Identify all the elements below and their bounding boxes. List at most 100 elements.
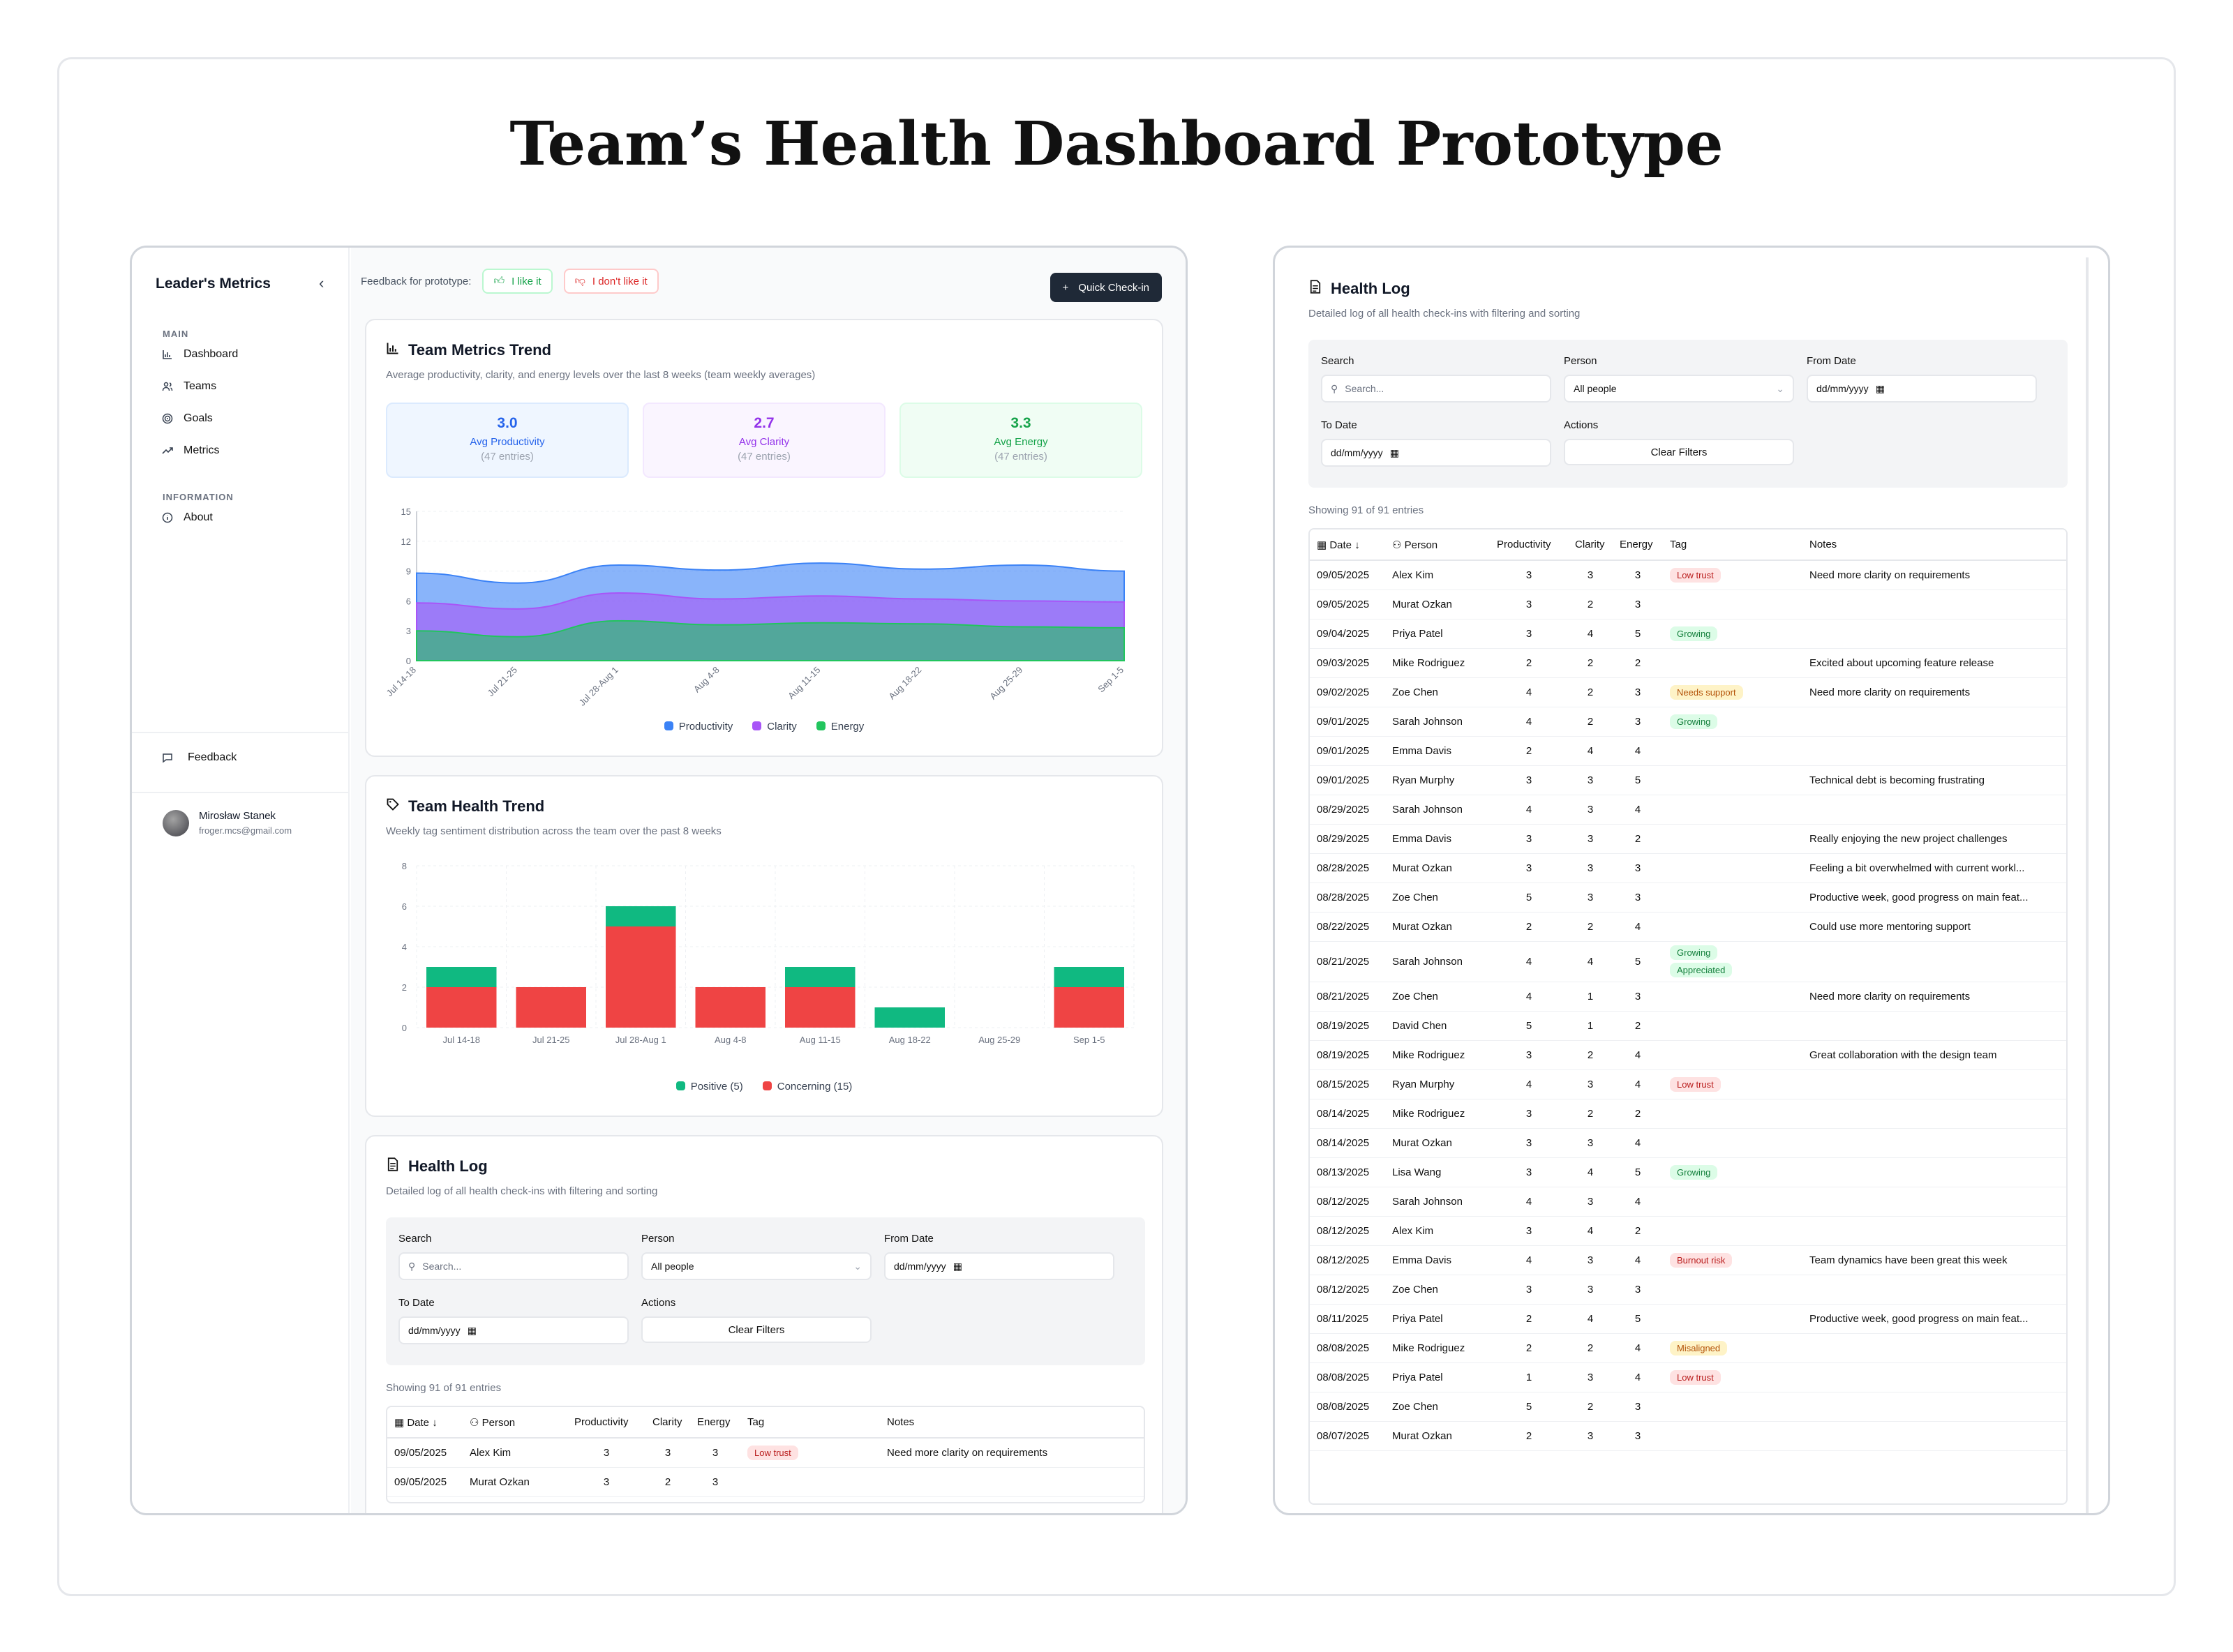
column-header[interactable]: Clarity	[1568, 530, 1613, 561]
x-tick-label: Jul 14-18	[443, 1035, 480, 1045]
person-cell: Zoe Chen	[1385, 982, 1490, 1012]
table-row[interactable]: 08/21/2025 Sarah Johnson 4 4 5 Growing Appreci…	[1310, 941, 2066, 982]
person-select[interactable]: All people ⌄	[1564, 375, 1794, 403]
table-row[interactable]: 08/12/2025 Zoe Chen 3 3 3	[1310, 1275, 2066, 1305]
table-row[interactable]: 09/02/2025 Zoe Chen 4 2 3 Needs support Need m…	[1310, 677, 2066, 707]
column-header[interactable]: Energy	[690, 1407, 740, 1439]
table-row[interactable]: 09/05/2025 Murat Ozkan 3 2 3	[387, 1467, 1144, 1497]
productivity-cell: 4	[1490, 1245, 1568, 1275]
sidebar-item-goals[interactable]: Goals	[161, 412, 213, 425]
calendar-icon: ▦	[467, 1324, 477, 1336]
column-header[interactable]: Notes	[1802, 530, 2066, 561]
card-subtitle: Detailed log of all health check-ins wit…	[1308, 308, 1581, 320]
like-button[interactable]: 👍︎ I like it	[482, 269, 553, 294]
to-date-input[interactable]: dd/mm/yyyy ▦	[398, 1316, 629, 1344]
sidebar-item-metrics[interactable]: Metrics	[161, 444, 220, 457]
column-header[interactable]: ▦ Date ↓	[387, 1407, 463, 1439]
table-row[interactable]: 08/12/2025 Alex Kim 3 4 2	[1310, 1216, 2066, 1246]
energy-cell: 4	[1613, 1362, 1663, 1392]
y-tick-label: 0	[406, 656, 411, 666]
to-date-input[interactable]: dd/mm/yyyy ▦	[1321, 439, 1551, 467]
legend-item: Energy	[816, 721, 864, 733]
table-row[interactable]: 08/28/2025 Murat Ozkan 3 3 3 Feeling a bit ov…	[1310, 853, 2066, 883]
table-row[interactable]: 08/15/2025 Ryan Murphy 4 3 4 Low trust	[1310, 1069, 2066, 1099]
productivity-cell: 3	[1490, 853, 1568, 883]
energy-cell: 5	[1613, 1157, 1663, 1187]
table-row[interactable]: 09/03/2025 Mike Rodriguez 2 2 2 Excited about…	[1310, 648, 2066, 678]
tag-cell	[1663, 736, 1802, 766]
table-row[interactable]: 08/08/2025 Zoe Chen 5 2 3	[1310, 1392, 2066, 1422]
column-header[interactable]: Energy	[1613, 530, 1663, 561]
calendar-icon: ▦	[1389, 446, 1399, 458]
table-row[interactable]: 09/01/2025 Emma Davis 2 4 4	[1310, 736, 2066, 766]
bar-concerning	[1054, 987, 1124, 1028]
y-tick-label: 8	[402, 861, 407, 871]
column-header[interactable]: Tag	[740, 1407, 880, 1439]
from-date-input[interactable]: dd/mm/yyyy ▦	[884, 1252, 1114, 1280]
column-header[interactable]: ▦ Date ↓	[1310, 530, 1385, 561]
table-row[interactable]: 08/28/2025 Zoe Chen 5 3 3 Productive week, go…	[1310, 883, 2066, 913]
table-row[interactable]: 09/05/2025 Alex Kim 3 3 3 Low trust Need more …	[387, 1438, 1144, 1468]
person-select[interactable]: All people ⌄	[641, 1252, 872, 1280]
table-row[interactable]: 08/29/2025 Emma Davis 3 3 2 Really enjoying t…	[1310, 824, 2066, 854]
status-badge: Low trust	[1670, 1076, 1721, 1092]
table-row[interactable]: 09/05/2025 Murat Ozkan 3 2 3	[1310, 590, 2066, 620]
table-row[interactable]: 08/07/2025 Murat Ozkan 2 3 3	[1310, 1421, 2066, 1451]
x-tick-label: Aug 11-15	[800, 1035, 841, 1045]
chevron-left-icon[interactable]: ‹	[319, 274, 324, 292]
clear-filters-button[interactable]: Clear Filters	[641, 1316, 872, 1343]
column-label: Person	[1404, 539, 1438, 551]
table-row[interactable]: 08/14/2025 Mike Rodriguez 3 2 2	[1310, 1099, 2066, 1129]
tag-cell: Growing Appreciated	[1663, 941, 1802, 982]
table-row[interactable]: 08/08/2025 Priya Patel 1 3 4 Low trust	[1310, 1362, 2066, 1392]
health-log-table: ▦ Date ↓ ⚇ Person Productivity Clarity Energ…	[387, 1407, 1144, 1497]
table-row[interactable]: 09/04/2025 Priya Patel 3 4 5 Growing	[1310, 619, 2066, 649]
avatar[interactable]	[163, 810, 189, 836]
sidebar-item-about[interactable]: About	[161, 511, 213, 524]
column-header[interactable]: Tag	[1663, 530, 1802, 561]
x-tick-label: Sep 1-5	[1073, 1035, 1105, 1045]
notes-cell	[1802, 1275, 2066, 1305]
scrollbar[interactable]	[2086, 257, 2089, 1513]
table-row[interactable]: 09/01/2025 Sarah Johnson 4 2 3 Growing	[1310, 707, 2066, 737]
table-row[interactable]: 08/12/2025 Emma Davis 4 3 4 Burnout risk Team …	[1310, 1245, 2066, 1275]
clear-filters-button[interactable]: Clear Filters	[1564, 439, 1794, 465]
bar-chart-icon	[161, 348, 174, 361]
column-header[interactable]: Productivity	[1490, 530, 1568, 561]
search-input[interactable]: ⚲ Search...	[398, 1252, 629, 1280]
person-cell: Lisa Wang	[1385, 1157, 1490, 1187]
quick-checkin-button[interactable]: + Quick Check-in	[1050, 273, 1162, 302]
notes-cell: Could use more mentoring support	[1802, 912, 2066, 942]
table-row[interactable]: 08/19/2025 David Chen 5 1 2	[1310, 1011, 2066, 1041]
from-date-input[interactable]: dd/mm/yyyy ▦	[1807, 375, 2037, 403]
plus-icon: +	[1062, 281, 1069, 294]
table-row[interactable]: 08/13/2025 Lisa Wang 3 4 5 Growing	[1310, 1157, 2066, 1187]
table-row[interactable]: 08/08/2025 Mike Rodriguez 2 2 4 Misaligned	[1310, 1333, 2066, 1363]
column-header[interactable]: Productivity	[567, 1407, 645, 1439]
bar-positive	[426, 967, 497, 987]
dashboard-screenshot: Leader's Metrics ‹ MAIN Dashboard Teams …	[130, 246, 1188, 1515]
search-input[interactable]: ⚲ Search...	[1321, 375, 1551, 403]
sidebar-item-feedback[interactable]: Feedback	[161, 751, 237, 764]
clarity-cell: 3	[1568, 765, 1613, 795]
sidebar-item-dashboard[interactable]: Dashboard	[161, 348, 238, 361]
dislike-button[interactable]: 👎︎ I don't like it	[563, 269, 659, 294]
legend-label: Clarity	[767, 721, 797, 733]
date-cell: 09/01/2025	[1310, 765, 1385, 795]
column-header[interactable]: ⚇ Person	[1385, 530, 1490, 561]
tag-cell	[1663, 1421, 1802, 1451]
notes-cell	[1802, 590, 2066, 620]
sidebar-item-teams[interactable]: Teams	[161, 380, 216, 393]
table-row[interactable]: 08/19/2025 Mike Rodriguez 3 2 4 Great collabo…	[1310, 1040, 2066, 1070]
column-header[interactable]: Notes	[880, 1407, 1144, 1439]
column-header[interactable]: Clarity	[645, 1407, 690, 1439]
table-row[interactable]: 08/14/2025 Murat Ozkan 3 3 4	[1310, 1128, 2066, 1158]
table-row[interactable]: 09/01/2025 Ryan Murphy 3 3 5 Technical debt i…	[1310, 765, 2066, 795]
column-header[interactable]: ⚇ Person	[463, 1407, 567, 1439]
table-row[interactable]: 08/11/2025 Priya Patel 2 4 5 Productive week,…	[1310, 1304, 2066, 1334]
table-row[interactable]: 08/29/2025 Sarah Johnson 4 3 4	[1310, 795, 2066, 825]
table-row[interactable]: 08/12/2025 Sarah Johnson 4 3 4	[1310, 1187, 2066, 1217]
table-row[interactable]: 08/21/2025 Zoe Chen 4 1 3 Need more clarity o…	[1310, 982, 2066, 1012]
table-row[interactable]: 09/05/2025 Alex Kim 3 3 3 Low trust Need more …	[1310, 560, 2066, 590]
table-row[interactable]: 08/22/2025 Murat Ozkan 2 2 4 Could use more m…	[1310, 912, 2066, 942]
